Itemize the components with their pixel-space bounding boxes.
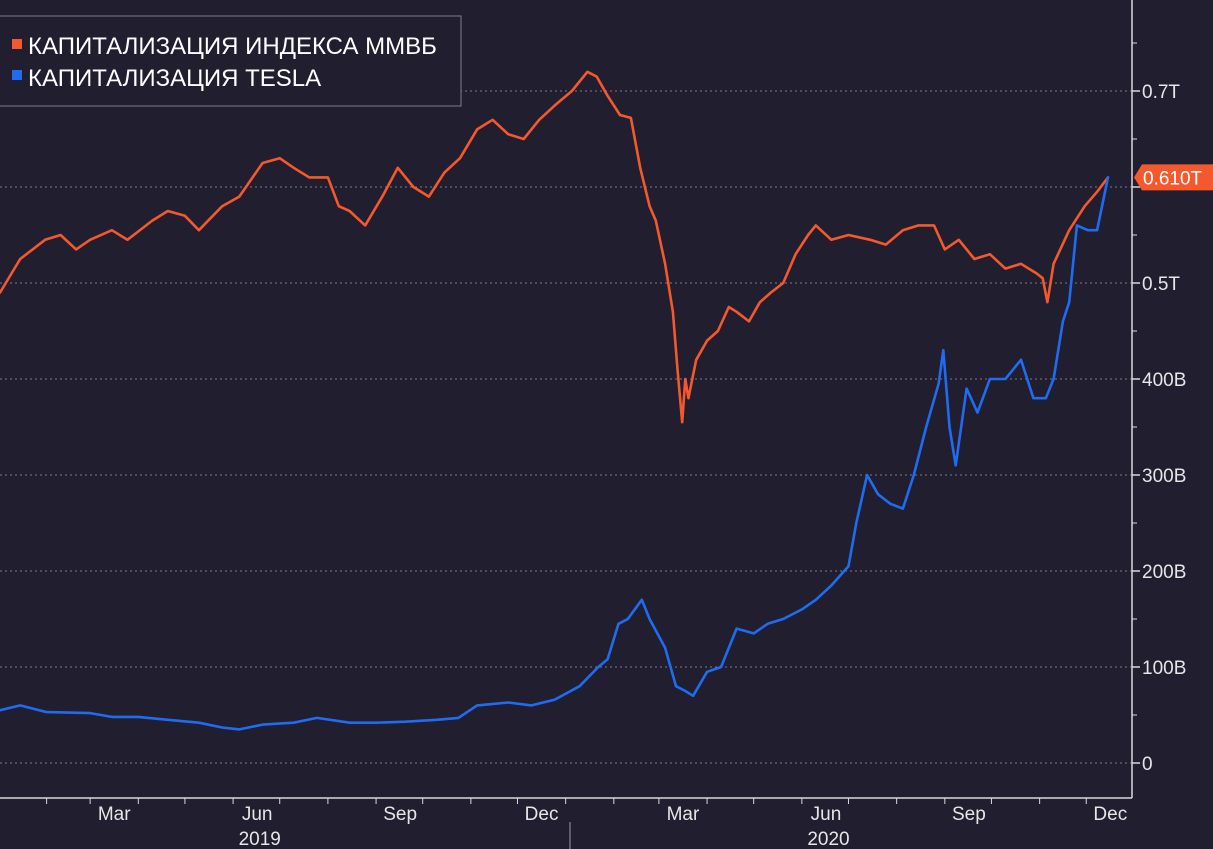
x-tick-label-6: Sep: [952, 804, 986, 825]
series-line-1: [0, 176, 1110, 731]
y-tick-label-4: 400B: [1142, 370, 1186, 391]
series-line-0: [0, 70, 1110, 424]
y-tick-label-2: 200B: [1142, 562, 1186, 583]
legend-box: [0, 15, 462, 107]
legend-swatch-0: [12, 39, 22, 49]
legend-label-1: КАПИТАЛИЗАЦИЯ TESLA: [28, 65, 321, 92]
last-value-badge-label: 0.610T: [1143, 168, 1203, 189]
grid: [0, 90, 1132, 764]
series: [0, 70, 1110, 731]
x-tick-label-4: Mar: [667, 804, 700, 825]
last-value-badge-group: 0.610T: [1134, 164, 1213, 191]
legend-swatch-1: [12, 70, 22, 80]
x-year-label-0: 2019: [239, 829, 281, 849]
x-tick-label-2: Sep: [383, 804, 417, 825]
y-tick-label-3: 300B: [1142, 466, 1186, 487]
x-year-label-1: 2020: [807, 829, 849, 849]
x-ticks: Mar Jun Sep Dec Mar Jun Sep Dec 2019 2020: [46, 798, 1127, 849]
y-tick-label-5: 0.5T: [1142, 274, 1180, 295]
x-tick-label-5: Jun: [811, 804, 842, 825]
x-tick-label-7: Dec: [1093, 804, 1127, 825]
legend: КАПИТАЛИЗАЦИЯ ИНДЕКСА ММВБ КАПИТАЛИЗАЦИЯ…: [0, 15, 462, 107]
y-tick-label-7: 0.7T: [1142, 82, 1180, 103]
y-tick-label-1: 100B: [1142, 658, 1186, 679]
x-tick-label-0: Mar: [98, 804, 131, 825]
y-ticks: 0 100B 200B 300B 400B 0.5T 0.7T: [1132, 42, 1186, 775]
x-tick-label-1: Jun: [242, 804, 273, 825]
x-tick-label-3: Dec: [525, 804, 559, 825]
y-tick-label-0: 0: [1142, 754, 1153, 775]
last-value-badge: [1134, 164, 1213, 191]
legend-label-0: КАПИТАЛИЗАЦИЯ ИНДЕКСА ММВБ: [28, 33, 437, 60]
